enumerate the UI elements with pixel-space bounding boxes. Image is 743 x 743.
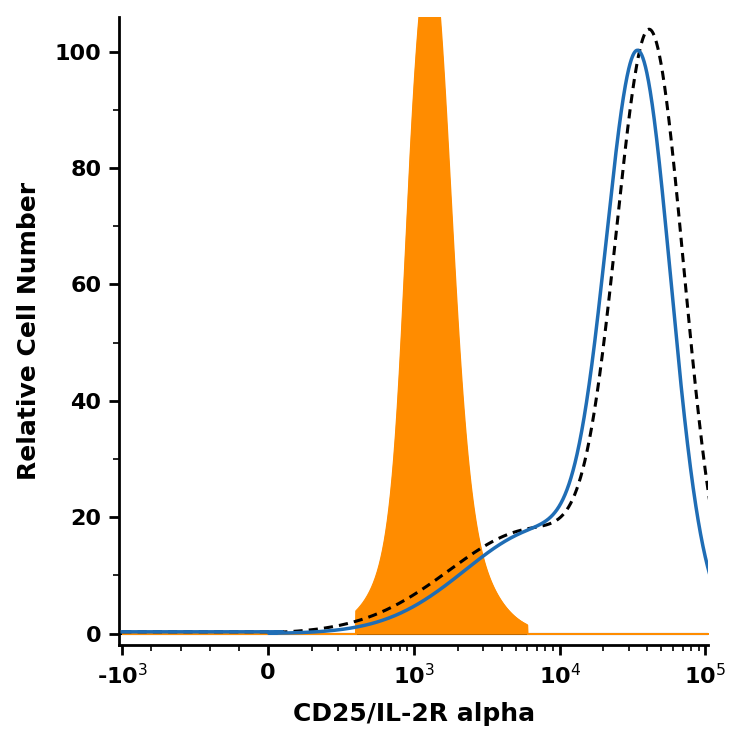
X-axis label: CD25/IL-2R alpha: CD25/IL-2R alpha xyxy=(293,702,535,727)
Y-axis label: Relative Cell Number: Relative Cell Number xyxy=(16,182,41,480)
